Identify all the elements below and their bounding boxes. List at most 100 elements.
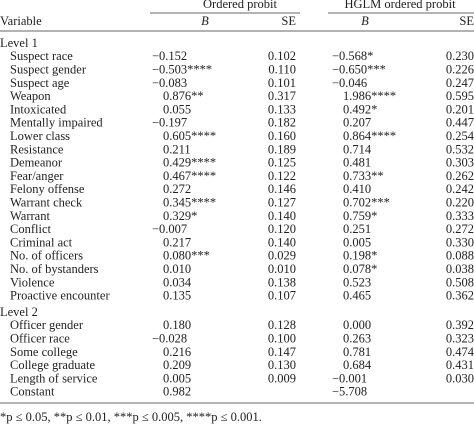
row-label: Felony offense: [10, 182, 85, 196]
cell-estimate: 0.000: [343, 318, 371, 332]
group-header: Ordered probit: [203, 0, 277, 11]
row-label: Constant: [10, 385, 55, 399]
footnote: *p ≤ 0.05, **p ≤ 0.01, ***p ≤ 0.005, ***…: [0, 410, 262, 424]
cell-se: 0.262: [446, 169, 474, 183]
cell-estimate: −0.007: [152, 222, 187, 236]
cell-estimate: 0.055: [163, 102, 191, 116]
cell-se: 0.474: [446, 345, 474, 359]
cell-se: 0.133: [268, 102, 296, 116]
cell-se: 0.146: [268, 182, 296, 196]
cell-se: 0.127: [268, 195, 296, 209]
cell-estimate: −0.001: [332, 371, 367, 385]
section-title: Level 2: [0, 305, 38, 319]
cell-estimate: 0.010: [163, 262, 191, 276]
cell-estimate: 0.263: [343, 331, 371, 345]
cell-estimate: 0.410: [343, 182, 371, 196]
cell-se: 0.333: [446, 209, 474, 223]
cell-se: 0.088: [446, 249, 474, 263]
cell-se: 0.247: [446, 76, 474, 90]
row-label: Officer race: [10, 331, 70, 345]
row-label: Demeanor: [10, 156, 63, 170]
group-header: HGLM ordered probit: [344, 0, 456, 11]
cell-se: 0.595: [446, 89, 474, 103]
row-label: No. of officers: [10, 249, 83, 263]
cell-se: 0.120: [268, 222, 296, 236]
cell-se: 0.230: [446, 49, 474, 63]
cell-estimate: 0.135: [163, 289, 191, 303]
cell-estimate: 0.329*: [163, 209, 197, 223]
row-label: Mentally impaired: [10, 116, 103, 130]
row-label: Intoxicated: [10, 102, 67, 116]
cell-estimate: 0.714: [343, 142, 372, 156]
cell-estimate: 0.078*: [343, 262, 377, 276]
cell-se: 0.029: [268, 249, 296, 263]
cell-se: 0.323: [446, 331, 474, 345]
cell-se: 0.140: [268, 235, 296, 249]
cell-estimate: 0.465: [343, 289, 371, 303]
cell-estimate: 0.005: [163, 371, 191, 385]
cell-estimate: 0.733**: [343, 169, 384, 183]
cell-estimate: 0.207: [343, 116, 371, 130]
cell-se: 0.122: [268, 169, 296, 183]
cell-se: 0.362: [446, 289, 474, 303]
cell-se: 0.392: [446, 318, 474, 332]
cell-estimate: 0.982: [163, 385, 191, 399]
cell-estimate: 0.605****: [163, 129, 216, 143]
cell-se: 0.201: [446, 102, 474, 116]
row-label: Length of service: [10, 371, 98, 385]
cell-estimate: 0.272: [163, 182, 191, 196]
cell-se: 0.102: [268, 49, 296, 63]
cell-se: 0.532: [446, 142, 474, 156]
cell-se: 0.330: [446, 235, 474, 249]
cell-se: 0.431: [446, 358, 474, 372]
cell-se: 0.147: [268, 345, 296, 359]
cell-se: 0.508: [446, 275, 474, 289]
cell-estimate: 0.005: [343, 235, 371, 249]
row-label: Proactive encounter: [10, 289, 110, 303]
cell-estimate: 0.781: [343, 345, 371, 359]
column-header: SE: [459, 14, 474, 28]
cell-se: 0.138: [268, 275, 296, 289]
row-label: Warrant: [10, 209, 50, 223]
cell-se: 0.030: [446, 371, 474, 385]
cell-estimate: 0.034: [163, 275, 192, 289]
cell-estimate: 0.198*: [343, 249, 377, 263]
cell-se: 0.125: [268, 156, 296, 170]
row-label: Lower class: [10, 129, 70, 143]
cell-estimate: −0.197: [152, 116, 187, 130]
cell-estimate: 0.180: [163, 318, 191, 332]
cell-estimate: −0.503****: [152, 62, 212, 76]
cell-se: 0.110: [268, 62, 296, 76]
cell-estimate: 0.759*: [343, 209, 377, 223]
cell-se: 0.130: [268, 358, 296, 372]
cell-se: 0.242: [446, 182, 474, 196]
cell-estimate: 0.209: [163, 358, 191, 372]
row-label: College graduate: [10, 358, 95, 372]
cell-estimate: 0.211: [163, 142, 191, 156]
cell-se: 0.303: [446, 156, 474, 170]
section-title: Level 1: [0, 36, 38, 50]
column-header: Variable: [0, 14, 42, 28]
cell-estimate: 0.876**: [163, 89, 204, 103]
cell-estimate: 0.481: [343, 156, 371, 170]
cell-estimate: 0.684: [343, 358, 372, 372]
cell-estimate: 0.216: [163, 345, 191, 359]
cell-se: 0.272: [446, 222, 474, 236]
row-label: Suspect race: [10, 49, 73, 63]
row-label: Criminal act: [10, 235, 73, 249]
row-label: Warrant check: [10, 195, 83, 209]
cell-se: 0.038: [446, 262, 474, 276]
cell-se: 0.128: [268, 318, 296, 332]
row-label: Suspect gender: [10, 62, 87, 76]
column-header: B: [201, 14, 209, 28]
column-header: B: [361, 14, 369, 28]
cell-estimate: 1.986****: [343, 89, 396, 103]
cell-se: 0.182: [268, 116, 296, 130]
cell-se: 0.101: [268, 76, 296, 90]
cell-estimate: 0.523: [343, 275, 371, 289]
row-label: Violence: [10, 275, 55, 289]
row-label: Conflict: [10, 222, 51, 236]
cell-estimate: −0.650***: [332, 62, 386, 76]
cell-estimate: −0.568*: [332, 49, 373, 63]
column-header: SE: [281, 14, 296, 28]
